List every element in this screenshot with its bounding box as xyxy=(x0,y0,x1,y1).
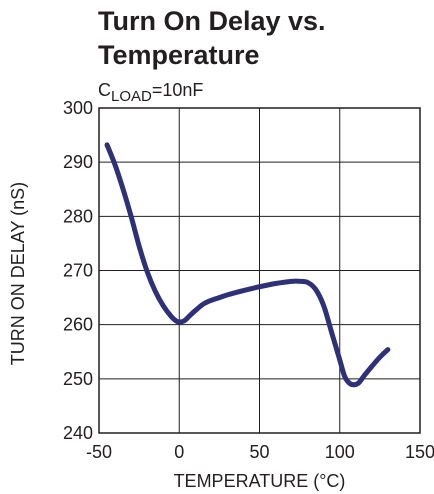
y-tick-label: 300 xyxy=(63,98,93,118)
condition-subscript: LOAD xyxy=(111,88,152,105)
y-tick-label: 280 xyxy=(63,206,93,226)
grid xyxy=(99,108,420,433)
chart-title-line-1: Turn On Delay vs. xyxy=(98,6,326,36)
x-tick-label: 50 xyxy=(249,442,269,462)
series-layer xyxy=(104,142,391,388)
tick-labels: -50 0 50 100 150 240 250 260 270 280 290 300 xyxy=(63,98,434,462)
y-tick-label: 240 xyxy=(63,423,93,443)
x-tick-label: 150 xyxy=(405,442,434,462)
y-tick-label: 260 xyxy=(63,315,93,335)
y-axis-label: TURN ON DELAY (nS) xyxy=(8,182,28,365)
x-axis-label: TEMPERATURE (°C) xyxy=(174,471,346,491)
x-tick-label: 0 xyxy=(174,442,184,462)
x-tick-label: 100 xyxy=(325,442,355,462)
x-tick-label: -50 xyxy=(86,442,112,462)
y-tick-label: 290 xyxy=(63,152,93,172)
condition-label: CLOAD=10nF xyxy=(98,80,203,105)
series-line xyxy=(104,142,391,388)
plot-frame xyxy=(98,107,421,434)
y-tick-label: 270 xyxy=(63,261,93,281)
y-tick-label: 250 xyxy=(63,369,93,389)
condition-prefix: C xyxy=(98,80,111,100)
chart-title-line-2: Temperature xyxy=(98,40,260,70)
condition-suffix: =10nF xyxy=(152,80,204,100)
